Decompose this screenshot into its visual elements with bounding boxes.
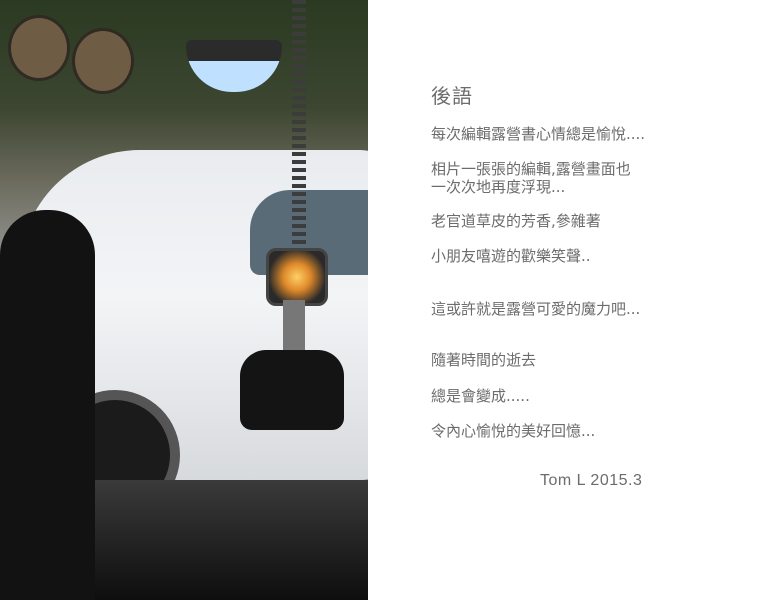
hanging-cup	[72, 28, 134, 94]
gas-canister	[240, 350, 344, 430]
gas-lamp-glow	[266, 248, 328, 306]
led-lantern	[186, 40, 282, 92]
afterword-line: 總是會變成.....	[431, 387, 530, 405]
afterword-title: 後語	[431, 84, 473, 108]
afterword-panel: 後語 每次編輯露營書心情總是愉悅.... 相片一張張的編輯,露營畫面也 一次次地…	[368, 0, 774, 600]
camping-lantern-photo	[0, 0, 368, 600]
afterword-line: 這或許就是露營可愛的魔力吧...	[431, 300, 641, 318]
signature: Tom L 2015.3	[540, 472, 643, 489]
lantern-chain	[292, 0, 306, 250]
person-silhouette	[0, 210, 95, 600]
afterword-line: 小朋友嘻遊的歡樂笑聲..	[431, 247, 591, 265]
afterword-line: 相片一張張的編輯,露營畫面也	[431, 160, 631, 178]
afterword-line: 老官道草皮的芳香,參雜著	[431, 212, 601, 230]
gas-lamp-stem	[283, 300, 305, 350]
afterword-line: 隨著時間的逝去	[431, 351, 537, 369]
afterword-line: 一次次地再度浮現...	[431, 178, 566, 196]
afterword-line: 每次編輯露營書心情總是愉悅....	[431, 125, 646, 143]
afterword-line: 令內心愉悅的美好回憶...	[431, 422, 596, 440]
hanging-cup	[8, 15, 70, 81]
